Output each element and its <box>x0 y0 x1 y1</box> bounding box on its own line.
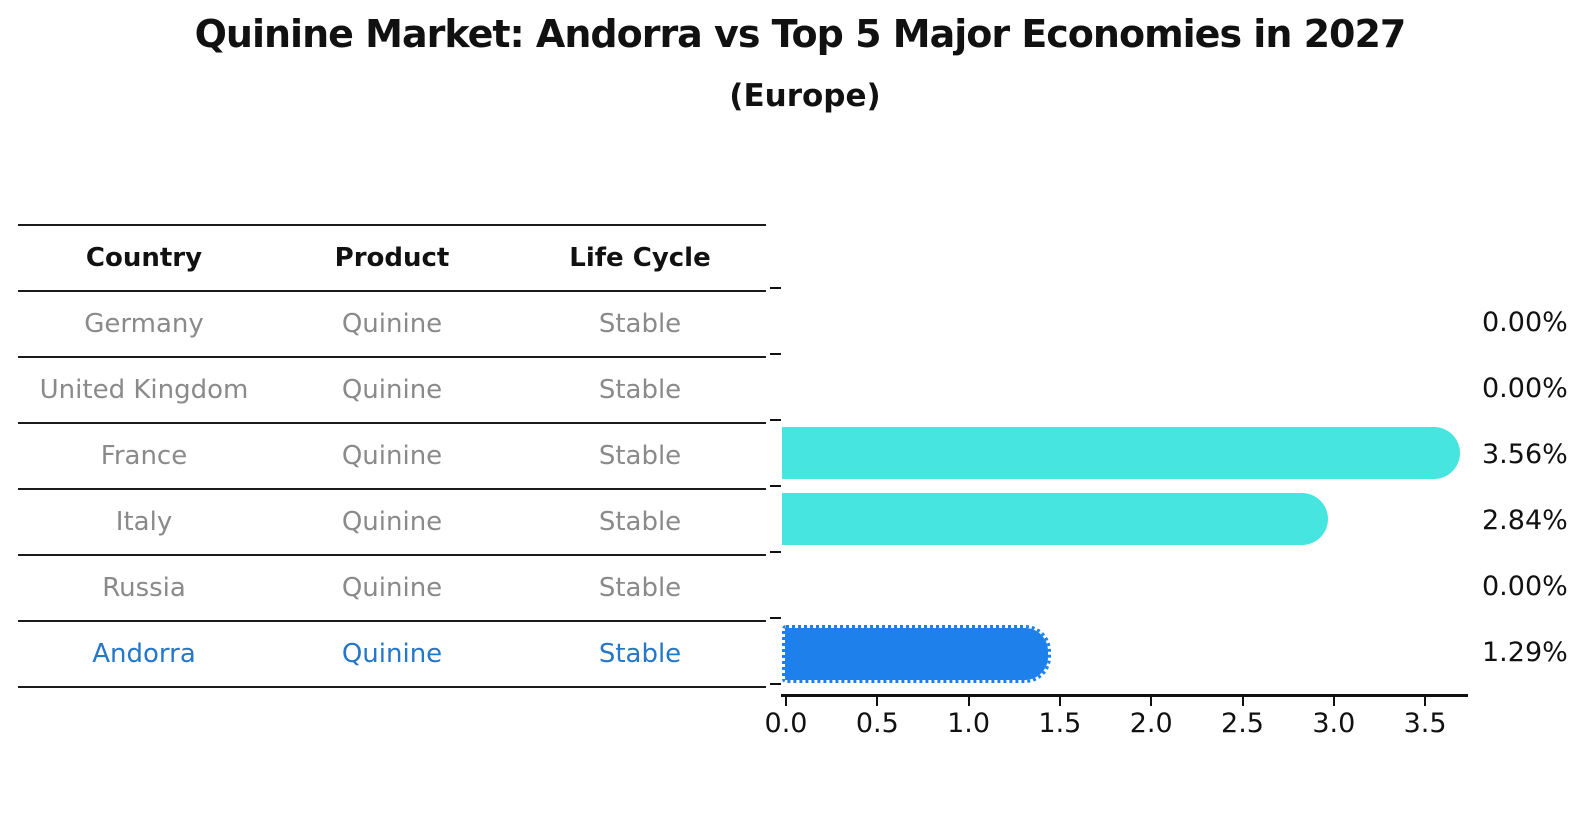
table-row-andorra: Andorra Quinine Stable <box>18 622 766 688</box>
x-axis-tick-label: 1.0 <box>947 708 991 739</box>
cell-country: Germany <box>84 309 204 339</box>
table-row-russia: Russia Quinine Stable <box>18 556 766 622</box>
value-label: 0.00% <box>1482 571 1568 602</box>
x-axis-tick <box>1058 697 1061 706</box>
cell-product: Quinine <box>341 309 443 339</box>
cell-life-cycle: Stable <box>598 573 682 603</box>
column-header-product: Product <box>334 243 450 273</box>
x-axis-tick-label: 1.5 <box>1038 708 1082 739</box>
bar-italy <box>782 493 1329 545</box>
cell-product: Quinine <box>341 507 443 537</box>
x-axis-tick <box>876 697 879 706</box>
x-axis-line <box>781 694 1468 697</box>
value-label: 0.00% <box>1482 373 1568 404</box>
value-label: 3.56% <box>1482 439 1568 470</box>
cell-country: France <box>100 441 188 471</box>
x-axis-tick-label: 3.5 <box>1403 708 1447 739</box>
x-axis-tick-label: 2.0 <box>1129 708 1173 739</box>
cell-life-cycle: Stable <box>598 639 682 669</box>
column-header-life-cycle: Life Cycle <box>569 243 711 273</box>
table-row-germany: Germany Quinine Stable <box>18 292 766 358</box>
y-axis-tick <box>770 551 781 553</box>
cell-product: Quinine <box>341 639 443 669</box>
y-axis-tick <box>770 485 781 487</box>
x-axis-tick <box>785 697 787 706</box>
table-header-row: Country Product Life Cycle <box>18 226 766 292</box>
y-axis-tick <box>770 419 781 421</box>
cell-product: Quinine <box>341 573 443 603</box>
x-axis-tick <box>1332 697 1335 706</box>
y-axis-tick <box>770 287 781 289</box>
cell-country: United Kingdom <box>39 375 249 405</box>
table-row-france: France Quinine Stable <box>18 424 766 490</box>
x-axis-tick <box>1241 697 1244 706</box>
value-label: 2.84% <box>1482 505 1568 536</box>
value-label: 1.29% <box>1482 637 1568 668</box>
chart-title: Quinine Market: Andorra vs Top 5 Major E… <box>194 12 1407 56</box>
column-header-country: Country <box>85 243 203 273</box>
y-axis-tick <box>770 683 781 685</box>
x-axis-tick <box>1150 697 1153 706</box>
cell-country: Italy <box>115 507 173 537</box>
cell-life-cycle: Stable <box>598 309 682 339</box>
cell-country: Russia <box>102 573 186 603</box>
x-axis-tick-label: 0.5 <box>855 708 899 739</box>
table-row-united-kingdom: United Kingdom Quinine Stable <box>18 358 766 424</box>
bar-france <box>782 427 1460 479</box>
x-axis-tick <box>1424 697 1427 706</box>
bar-andorra <box>782 625 1052 683</box>
country-table: Country Product Life Cycle Germany Quini… <box>18 224 766 688</box>
cell-product: Quinine <box>341 441 443 471</box>
x-axis-tick-label: 2.5 <box>1221 708 1264 739</box>
cell-product: Quinine <box>341 375 443 405</box>
value-label: 0.00% <box>1482 307 1568 338</box>
x-axis-tick-label: 3.0 <box>1312 708 1356 739</box>
cell-life-cycle: Stable <box>598 507 682 537</box>
cell-life-cycle: Stable <box>598 441 682 471</box>
chart-subtitle: (Europe) <box>729 78 881 114</box>
x-axis-tick <box>967 697 970 706</box>
cell-country: Andorra <box>92 639 196 669</box>
y-axis-tick <box>770 617 781 619</box>
table-row-italy: Italy Quinine Stable <box>18 490 766 556</box>
x-axis-tick-label: 0.0 <box>764 708 808 739</box>
y-axis-tick <box>770 353 781 355</box>
cell-life-cycle: Stable <box>598 375 682 405</box>
